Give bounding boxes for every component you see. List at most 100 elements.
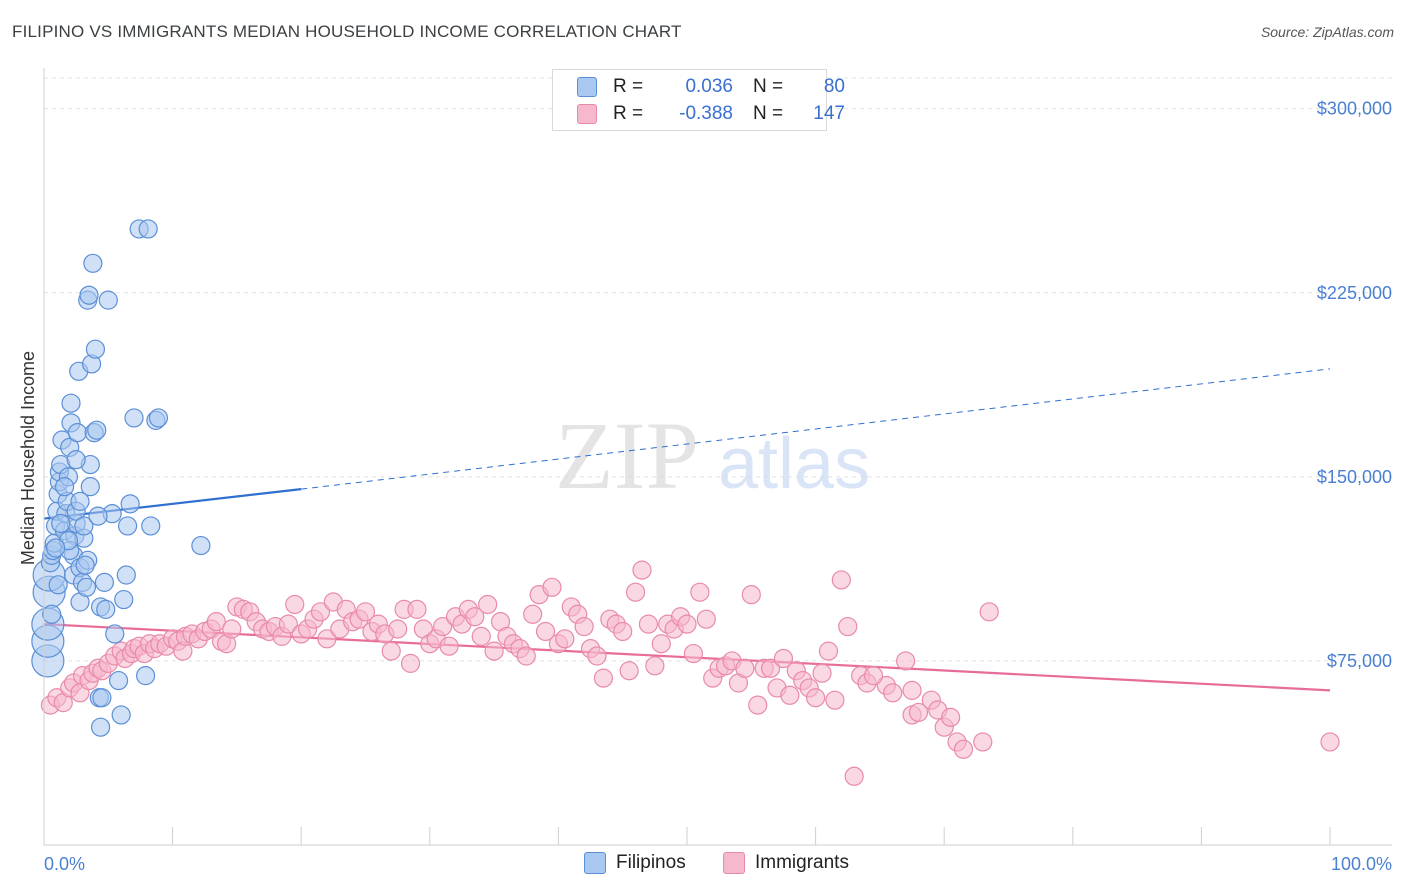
filipinos-point bbox=[42, 604, 62, 624]
immigrants-point bbox=[471, 626, 491, 646]
immigrants-point bbox=[683, 643, 704, 664]
legend-row-filipinos: R = 0.036 N = 80 bbox=[577, 75, 845, 99]
immigrants-point bbox=[638, 614, 659, 634]
immigrants-point bbox=[478, 594, 498, 615]
immigrants-point bbox=[1320, 732, 1340, 752]
filipinos-point bbox=[92, 688, 112, 708]
immigrants-point bbox=[651, 634, 671, 654]
immigrants-point bbox=[535, 621, 556, 642]
correlation-legend: R = 0.036 N = 80 R = -0.388 N = 147 bbox=[552, 69, 845, 131]
filipinos-point bbox=[105, 624, 125, 644]
immigrants-n-value: 147 bbox=[813, 103, 845, 124]
filipinos-point bbox=[80, 477, 100, 497]
filipinos-point bbox=[51, 513, 71, 534]
legend-row-immigrants: R = -0.388 N = 147 bbox=[577, 102, 845, 126]
filipinos-point bbox=[87, 420, 107, 440]
immigrants-point bbox=[780, 685, 800, 705]
filipinos-legend-swatch bbox=[584, 852, 606, 874]
filipinos-point bbox=[141, 516, 161, 536]
filipinos-point bbox=[191, 535, 211, 556]
y-tick-label: $150,000 bbox=[1317, 467, 1392, 487]
immigrants-point bbox=[523, 604, 543, 624]
immigrants-point bbox=[593, 668, 614, 688]
immigrants-point bbox=[902, 680, 922, 700]
immigrants-point bbox=[381, 641, 401, 661]
y-axis-label: Median Household Income bbox=[18, 351, 38, 565]
filipinos-point bbox=[135, 666, 156, 686]
watermark-atlas: atlas bbox=[718, 424, 870, 504]
immigrants-point bbox=[574, 616, 594, 637]
immigrants-point bbox=[831, 570, 851, 590]
legend-item-immigrants[interactable]: Immigrants bbox=[723, 852, 849, 874]
immigrants-point bbox=[555, 629, 575, 649]
immigrants-point bbox=[690, 582, 710, 602]
immigrants-point bbox=[355, 602, 376, 622]
filipinos-point bbox=[108, 670, 129, 691]
immigrants-point bbox=[748, 695, 768, 715]
n-label: N = bbox=[753, 103, 784, 124]
filipinos-point bbox=[76, 577, 97, 597]
immigrants-point bbox=[645, 656, 665, 676]
immigrants-point bbox=[896, 651, 916, 671]
immigrants-point bbox=[677, 614, 697, 634]
axes: $75,000 $150,000 $225,000 $300,000 0.0% 100.0… bbox=[43, 68, 1392, 874]
legend-item-filipinos[interactable]: Filipinos bbox=[584, 852, 686, 874]
filipinos-point bbox=[116, 565, 136, 585]
watermark-zip: ZIP bbox=[555, 402, 699, 509]
immigrants-point bbox=[773, 648, 794, 669]
filipinos-point bbox=[83, 253, 103, 273]
immigrants-point bbox=[883, 683, 903, 703]
filipinos-point bbox=[45, 538, 66, 558]
y-tick-label: $225,000 bbox=[1317, 283, 1392, 303]
filipinos-point bbox=[90, 717, 111, 737]
immigrants-point bbox=[278, 614, 298, 634]
immigrants-point bbox=[625, 582, 646, 602]
immigrants-point bbox=[542, 577, 562, 597]
filipinos-swatch bbox=[577, 77, 597, 97]
immigrants-point bbox=[825, 690, 845, 710]
filipinos-legend-label: Filipinos bbox=[616, 852, 686, 873]
filipinos-point bbox=[98, 290, 118, 310]
immigrants-point bbox=[613, 621, 633, 642]
immigrants-point bbox=[388, 619, 408, 639]
immigrants-point bbox=[838, 616, 858, 637]
source-label: Source: ZipAtlas.com bbox=[1260, 24, 1394, 40]
filipinos-point bbox=[96, 599, 116, 619]
immigrants-point bbox=[863, 666, 884, 686]
immigrants-point bbox=[973, 732, 993, 752]
x-tick-label-min: 0.0% bbox=[44, 854, 85, 874]
immigrants-point bbox=[760, 658, 781, 678]
r-label: R = bbox=[613, 103, 644, 124]
immigrants-point bbox=[908, 702, 929, 723]
immigrants-point bbox=[222, 619, 242, 639]
filipinos-point bbox=[67, 423, 88, 443]
immigrants-r-value: -0.388 bbox=[679, 103, 733, 124]
immigrants-point bbox=[317, 629, 337, 649]
y-tick-label: $300,000 bbox=[1317, 99, 1392, 119]
filipinos-point bbox=[85, 339, 106, 359]
immigrants-point bbox=[812, 663, 832, 683]
series-legend: Filipinos Immigrants bbox=[0, 852, 1406, 878]
immigrants-point bbox=[619, 661, 639, 681]
filipinos-point bbox=[74, 516, 94, 536]
filipinos-point bbox=[61, 393, 81, 413]
immigrants-point bbox=[735, 658, 755, 678]
immigrants-point bbox=[953, 739, 974, 759]
filipinos-point bbox=[75, 555, 95, 575]
immigrants-swatch bbox=[577, 104, 597, 124]
immigrants-legend-swatch bbox=[723, 852, 745, 874]
immigrants-point bbox=[400, 653, 421, 673]
filipinos-point bbox=[111, 705, 131, 725]
y-tick-label: $75,000 bbox=[1327, 651, 1392, 671]
immigrants-point bbox=[516, 646, 536, 666]
chart-title: FILIPINO VS IMMIGRANTS MEDIAN HOUSEHOLD … bbox=[12, 22, 682, 41]
immigrants-point bbox=[407, 599, 427, 619]
n-label: N = bbox=[753, 76, 784, 97]
filipinos-r-value: 0.036 bbox=[685, 76, 733, 97]
immigrants-point bbox=[818, 641, 839, 661]
data-points bbox=[31, 219, 1340, 786]
filipinos-point bbox=[79, 285, 99, 305]
immigrants-point bbox=[439, 636, 459, 656]
filipinos-point bbox=[114, 589, 134, 610]
